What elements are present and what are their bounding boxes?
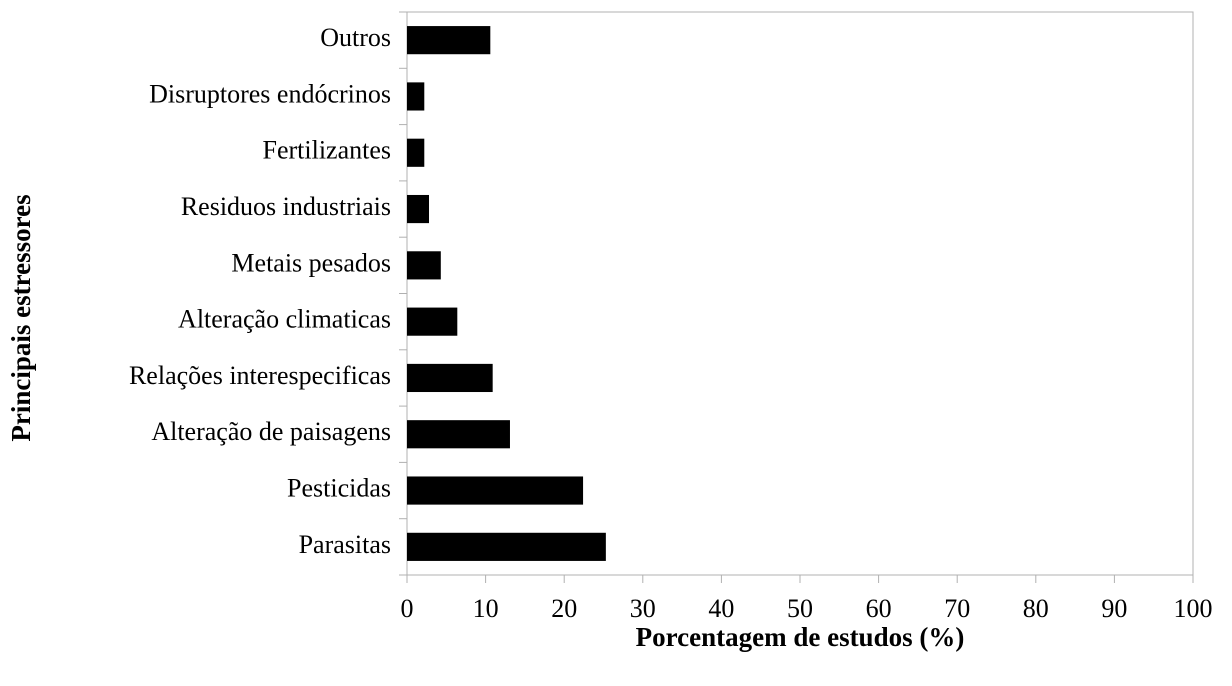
- bar: [407, 251, 441, 280]
- y-tick-label: Metais pesados: [231, 248, 391, 277]
- y-tick-label: Relações interespecificas: [129, 361, 391, 390]
- x-tick-label: 10: [473, 594, 499, 623]
- bar: [407, 476, 584, 505]
- bar: [407, 26, 491, 55]
- y-tick-label: Parasitas: [299, 530, 391, 559]
- x-tick-label: 40: [708, 594, 734, 623]
- y-tick-label: Residuos industriais: [181, 192, 391, 221]
- x-tick-label: 60: [866, 594, 892, 623]
- y-tick-label: Pesticidas: [287, 474, 391, 503]
- y-tick-label: Alteração climaticas: [178, 305, 391, 334]
- bar: [407, 420, 510, 449]
- x-tick-label: 80: [1023, 594, 1049, 623]
- y-tick-label: Fertilizantes: [262, 136, 391, 165]
- x-tick-label: 100: [1174, 594, 1213, 623]
- bar: [407, 138, 425, 167]
- y-tick-label: Alteração de paisagens: [151, 417, 391, 446]
- bar: [407, 307, 458, 336]
- bar: [407, 194, 430, 224]
- x-tick-label: 20: [551, 594, 577, 623]
- bar: [407, 82, 425, 111]
- bar: [407, 363, 493, 393]
- x-tick-label: 50: [787, 594, 813, 623]
- x-axis-title: Porcentagem de estudos (%): [636, 622, 965, 652]
- y-tick-label: Outros: [320, 23, 391, 52]
- bar: [407, 532, 606, 561]
- x-tick-label: 30: [630, 594, 656, 623]
- x-tick-label: 0: [401, 594, 414, 623]
- x-tick-label: 90: [1101, 594, 1127, 623]
- y-tick-label: Disruptores endócrinos: [149, 79, 391, 108]
- x-tick-label: 70: [944, 594, 970, 623]
- y-axis-title: Principais estressores: [6, 194, 36, 441]
